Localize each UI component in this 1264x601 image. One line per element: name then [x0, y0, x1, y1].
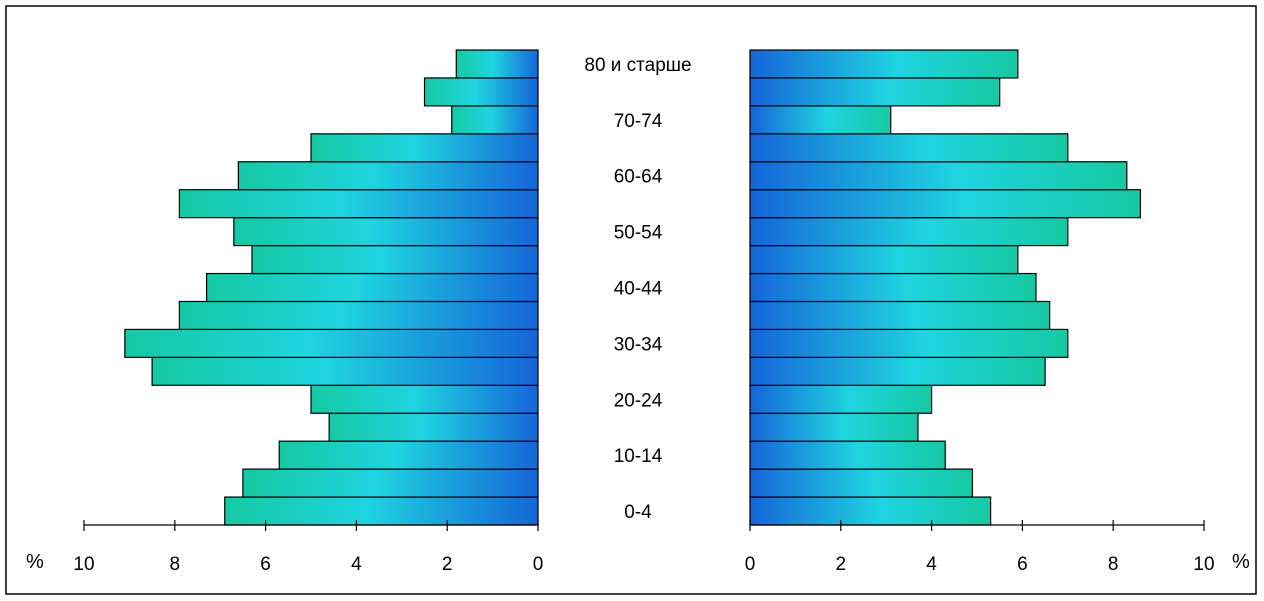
bar-right-30-34: [749, 328, 1069, 358]
axes-group: 10 8 6 4 2 0 0 2 4 6 8 10: [73, 520, 1215, 575]
age-label-20-24: 20-24: [614, 390, 663, 411]
age-label-40-44: 40-44: [614, 279, 663, 300]
left-tick-label-6: 6: [260, 554, 271, 575]
bar-left-35-39: [178, 300, 539, 331]
bar-right-45-49: [749, 244, 1019, 275]
bar-right-20-24: [749, 384, 933, 414]
left-unit-label: %: [26, 551, 44, 573]
bar-left-15-19: [328, 412, 539, 442]
bar-right-70-74: [749, 105, 892, 135]
right-tick-label-8: 8: [1108, 554, 1119, 575]
bar-left-45-49: [251, 244, 539, 275]
left-bars-group: [124, 49, 539, 526]
left-tick-label-0: 0: [533, 554, 544, 575]
age-label-60-64: 60-64: [614, 167, 663, 188]
right-tick-label-0: 0: [745, 554, 756, 575]
bar-right-80 и старше: [749, 49, 1019, 79]
right-tick-label-6: 6: [1017, 554, 1028, 575]
bar-left-5-9: [242, 468, 539, 498]
bar-left-40-44: [205, 272, 539, 303]
left-tick-label-8: 8: [170, 554, 181, 575]
bar-right-65-69: [749, 133, 1069, 163]
bar-left-55-59: [178, 189, 539, 219]
bar-right-10-14: [749, 440, 946, 470]
right-tick-label-2: 2: [836, 554, 847, 575]
left-tick-label-2: 2: [442, 554, 453, 575]
bar-left-30-34: [124, 328, 539, 358]
left-tick-label-4: 4: [351, 554, 362, 575]
age-label-80 и старше: 80 и старше: [584, 55, 691, 76]
bar-left-25-29: [151, 356, 539, 386]
age-label-30-34: 30-34: [614, 334, 663, 355]
bar-right-75-79: [749, 77, 1001, 107]
bar-right-25-29: [749, 356, 1046, 386]
age-label-70-74: 70-74: [614, 111, 663, 132]
bar-right-15-19: [749, 412, 919, 442]
bar-left-70-74: [451, 105, 539, 135]
bar-left-10-14: [278, 440, 539, 470]
right-unit-label: %: [1232, 551, 1250, 573]
bar-left-80 и старше: [455, 49, 539, 79]
bar-left-60-64: [237, 161, 539, 191]
right-tick-label-10: 10: [1193, 554, 1214, 575]
bar-left-20-24: [310, 384, 539, 414]
bar-right-0-4: [749, 496, 992, 526]
age-label-10-14: 10-14: [614, 446, 663, 467]
left-tick-label-10: 10: [73, 554, 94, 575]
bar-right-60-64: [749, 161, 1128, 191]
age-labels-group: 0-4 10-14 20-24 30-34 40-44 50-54 60-64 70-74 80…: [584, 55, 691, 523]
bar-left-50-54: [233, 217, 539, 247]
right-bars-group: [749, 49, 1142, 526]
bar-left-65-69: [310, 133, 539, 163]
age-label-50-54: 50-54: [614, 223, 663, 244]
bar-right-5-9: [749, 468, 974, 498]
bar-right-35-39: [749, 300, 1051, 331]
right-tick-label-4: 4: [926, 554, 937, 575]
bar-left-0-4: [224, 496, 539, 526]
bar-right-50-54: [749, 217, 1069, 247]
age-label-0-4: 0-4: [624, 502, 652, 523]
bar-right-40-44: [749, 272, 1037, 303]
bar-left-75-79: [423, 77, 539, 107]
bar-right-55-59: [749, 189, 1142, 219]
